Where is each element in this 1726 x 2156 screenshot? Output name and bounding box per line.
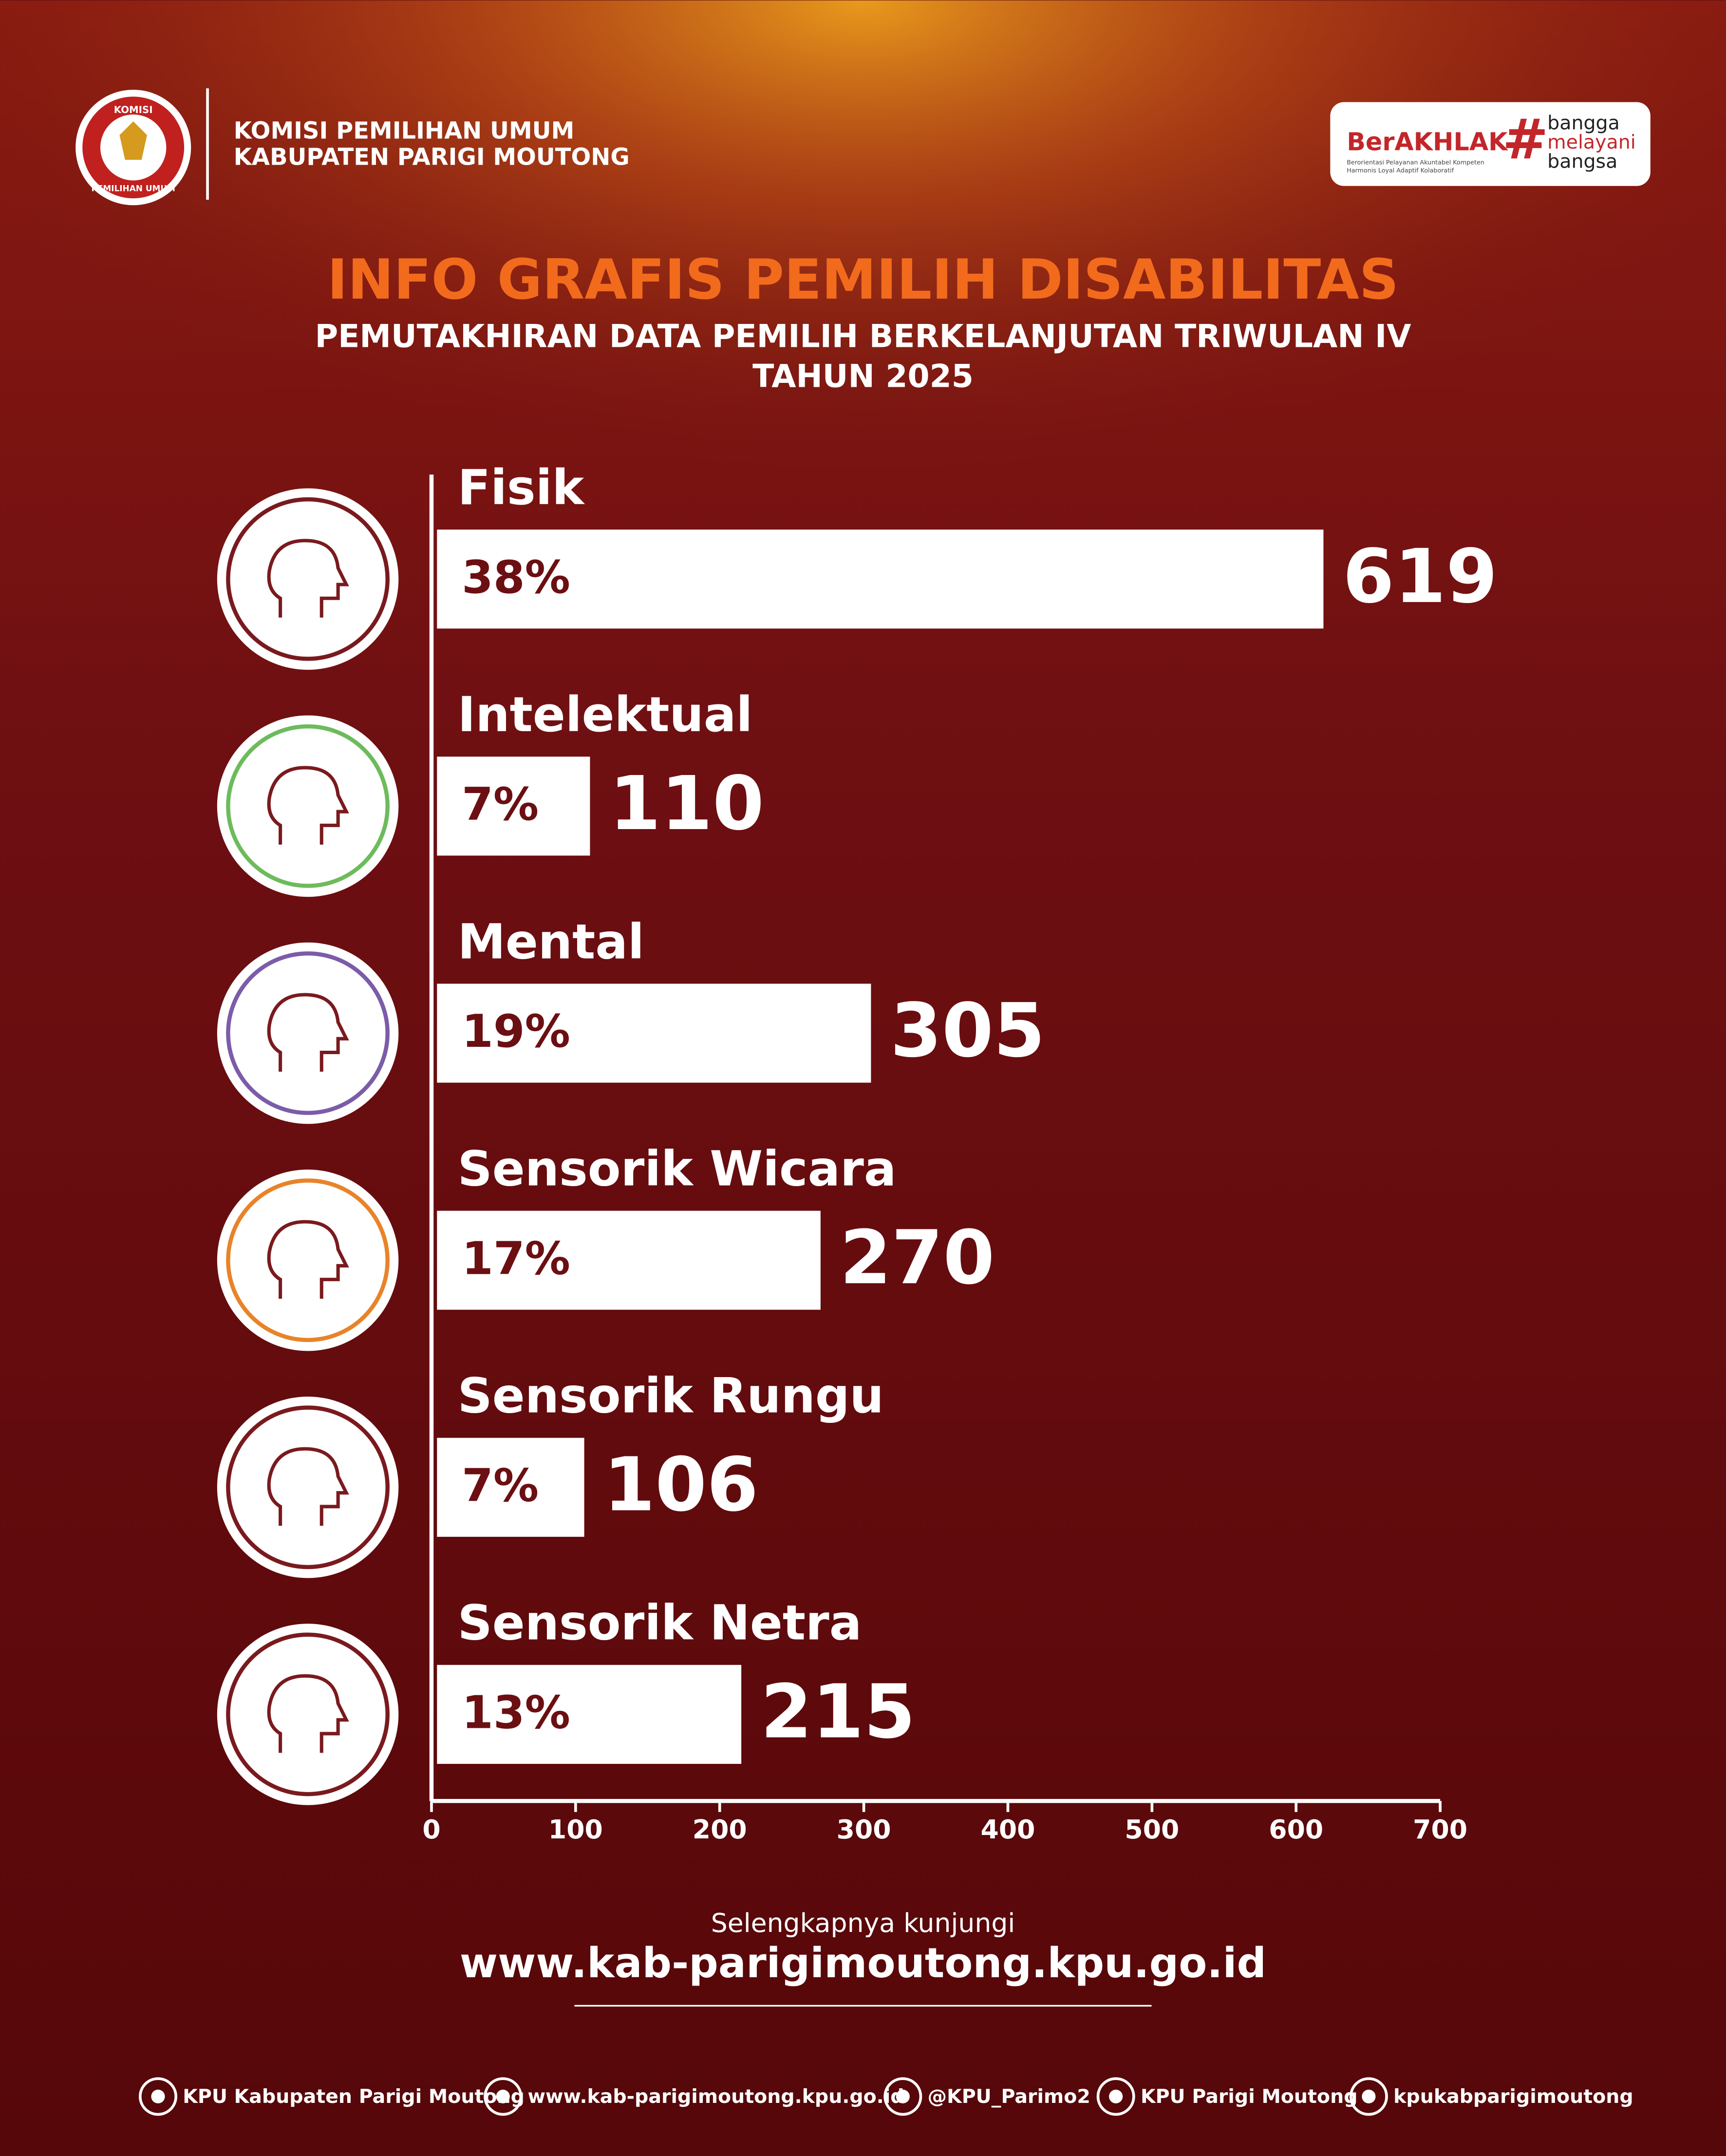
social-icon (151, 2089, 165, 2103)
kpu-logo: KOMISI PEMILIHAN UMUM (75, 90, 191, 206)
social-links: KPU Kabupaten Parigi Moutong www.kab-pari… (138, 2077, 1633, 2116)
social-handle: @KPU_Parimo2 (928, 2085, 1090, 2108)
category-icon-ring (226, 951, 390, 1115)
logo-text-bottom: PEMILIHAN UMUM (91, 183, 175, 193)
social-icon (496, 2089, 510, 2103)
badge-hashtag: bangga (1547, 112, 1620, 134)
bar (437, 1437, 584, 1537)
chart-subtitle: TAHUN 2025 (752, 358, 974, 395)
value-label: 270 (840, 1214, 994, 1301)
badge-hashtag: bangsa (1547, 150, 1617, 172)
category-icon-ring (226, 724, 390, 888)
badge-tagline: Berorientasi Pelayanan Akuntabel Kompete… (1347, 158, 1484, 166)
category-label: Fisik (458, 460, 585, 516)
share-label: 19% (462, 1005, 570, 1058)
social-icon (1362, 2089, 1376, 2103)
x-tick-label: 200 (693, 1814, 747, 1845)
x-tick-label: 0 (422, 1814, 440, 1845)
category-label: Sensorik Netra (458, 1595, 862, 1651)
share-label: 7% (462, 778, 539, 831)
chart-title: INFO GRAFIS PEMILIH DISABILITAS (327, 247, 1399, 312)
share-label: 7% (462, 1459, 539, 1512)
bar (437, 1664, 742, 1764)
social-handle: kpukabparigimoutong (1393, 2085, 1633, 2108)
value-label: 215 (761, 1669, 916, 1755)
category-icon-ring (226, 497, 390, 661)
badge-tagline: Harmonis Loyal Adaptif Kolaboratif (1347, 167, 1454, 174)
badge-brand: BerAKHLAK (1347, 127, 1508, 156)
category-label: Sensorik Wicara (458, 1141, 897, 1197)
social-icon (484, 2077, 523, 2116)
org-region: KABUPATEN PARIGI MOUTONG (234, 143, 630, 170)
x-tick-label: 600 (1269, 1814, 1323, 1845)
x-tick-label: 400 (981, 1814, 1035, 1845)
bar (437, 756, 590, 856)
category-icon-ring (217, 488, 399, 670)
x-tick-label: 700 (1413, 1814, 1467, 1845)
berakhlak-badge: BerAKHLAK Berorientasi Pelayanan Akuntab… (1330, 102, 1651, 186)
category-icon-ring (226, 1178, 390, 1343)
category-icon (267, 993, 349, 1072)
x-tick-label: 300 (837, 1814, 891, 1845)
plot: 0 100 200 300 400 500 600 700 Fisik 38% 619 Intelek… (217, 460, 1498, 1845)
category-icon-ring (217, 1397, 399, 1578)
share-label: 38% (462, 551, 570, 604)
category-icon-ring (226, 1405, 390, 1570)
bar (437, 1210, 821, 1310)
category-label: Intelektual (458, 687, 753, 743)
logo-text-top: KOMISI (114, 104, 153, 115)
social-icon (1109, 2089, 1123, 2103)
category-icon (267, 766, 349, 845)
share-label: 13% (462, 1686, 570, 1739)
value-label: 305 (890, 987, 1045, 1074)
category-icon (267, 539, 349, 618)
category-icon-ring (217, 942, 399, 1124)
category-icon-ring (217, 1169, 399, 1351)
category-label: Sensorik Rungu (458, 1368, 884, 1424)
category-icon (267, 1674, 349, 1753)
badge-hash: # (1502, 107, 1549, 171)
social-icon (1096, 2077, 1135, 2116)
chart-subtitle: PEMUTAKHIRAN DATA PEMILIH BERKELANJUTAN … (315, 319, 1411, 355)
bar (437, 983, 871, 1083)
social-icon (883, 2077, 922, 2116)
value-label: 619 (1343, 533, 1498, 620)
x-tick-label: 100 (548, 1814, 603, 1845)
category-icon-ring (226, 1632, 390, 1797)
category-icon (267, 1220, 349, 1299)
social-handle: KPU Kabupaten Parigi Moutong (183, 2085, 525, 2108)
category-icon-ring (217, 715, 399, 897)
org-name: KOMISI PEMILIHAN UMUM (234, 117, 575, 145)
social-handle: www.kab-parigimoutong.kpu.go.id (528, 2085, 904, 2108)
category-icon (267, 1447, 349, 1526)
badge-hashtag: melayani (1547, 131, 1636, 153)
social-icon (896, 2089, 910, 2103)
footer-url: www.kab-parigimoutong.kpu.go.id (460, 1939, 1266, 1987)
footer-prompt: Selengkapnya kunjungi (711, 1908, 1015, 1938)
x-tick-label: 500 (1125, 1814, 1179, 1845)
social-icon (1349, 2077, 1388, 2116)
category-icon-ring (217, 1624, 399, 1805)
value-label: 110 (609, 760, 764, 847)
category-label: Mental (458, 914, 644, 970)
share-label: 17% (462, 1232, 570, 1285)
social-icon (138, 2077, 177, 2116)
social-handle: KPU Parigi Moutong (1141, 2085, 1357, 2108)
value-label: 106 (603, 1441, 758, 1528)
bar (437, 530, 1324, 629)
